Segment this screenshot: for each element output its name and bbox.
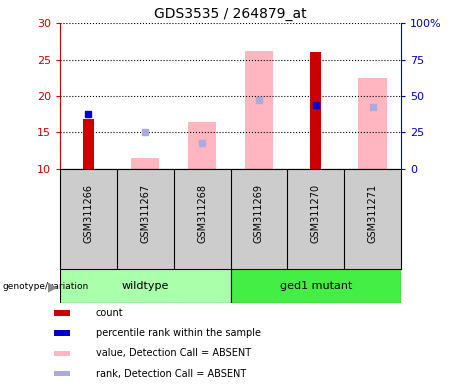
Bar [188, 121, 216, 169]
Text: wildtype: wildtype [122, 281, 169, 291]
Text: value, Detection Call = ABSENT: value, Detection Call = ABSENT [96, 348, 251, 358]
Text: rank, Detection Call = ABSENT: rank, Detection Call = ABSENT [96, 369, 246, 379]
Title: GDS3535 / 264879_at: GDS3535 / 264879_at [154, 7, 307, 21]
Text: GSM311268: GSM311268 [197, 184, 207, 243]
Bar [60, 269, 230, 303]
Text: GSM311267: GSM311267 [140, 184, 150, 243]
Bar [245, 51, 273, 169]
Text: genotype/variation: genotype/variation [2, 281, 89, 291]
Text: count: count [96, 308, 124, 318]
Text: ▶: ▶ [48, 280, 58, 293]
Bar [310, 52, 321, 169]
Text: ged1 mutant: ged1 mutant [280, 281, 352, 291]
Bar [358, 78, 387, 169]
Bar [230, 269, 401, 303]
Bar [131, 158, 160, 169]
Bar [54, 310, 71, 316]
Text: GSM311271: GSM311271 [367, 184, 378, 243]
Text: percentile rank within the sample: percentile rank within the sample [96, 328, 261, 338]
Text: GSM311270: GSM311270 [311, 184, 321, 243]
Bar [83, 119, 94, 169]
Bar [54, 330, 71, 336]
Text: GSM311269: GSM311269 [254, 184, 264, 243]
Bar [54, 351, 71, 356]
Text: GSM311266: GSM311266 [83, 184, 94, 243]
Bar [54, 371, 71, 376]
